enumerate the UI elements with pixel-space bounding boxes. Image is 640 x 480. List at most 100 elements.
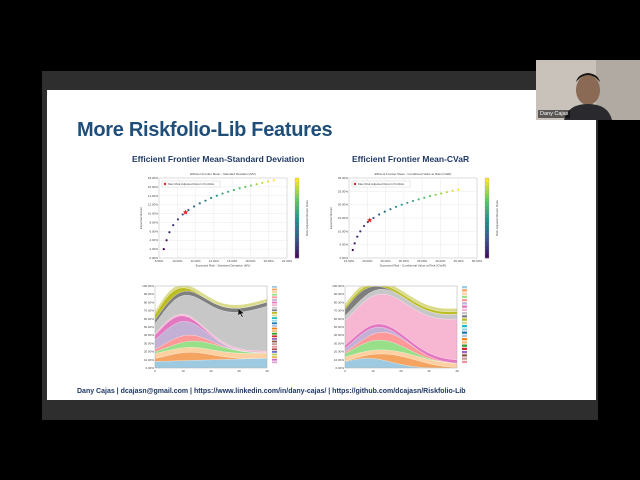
legend-swatch xyxy=(272,358,277,361)
x-tick-label: 30.00% xyxy=(399,259,410,263)
colorbar-segment xyxy=(485,254,489,259)
slide-title: More Riskfolio-Lib Features xyxy=(77,119,333,141)
legend-swatch xyxy=(272,361,277,364)
legend-swatch xyxy=(272,288,277,291)
y-tick-label: 6.00% xyxy=(149,229,158,233)
frontier-point xyxy=(353,242,356,245)
x-tick-label: 20 xyxy=(209,369,213,373)
y-tick-label: 25.00% xyxy=(338,189,349,193)
x-axis-label: Expected Risk - Conditional Value at Ris… xyxy=(380,264,446,268)
frontier-point xyxy=(215,194,218,197)
frontier-point xyxy=(389,208,392,211)
frontier-point xyxy=(249,184,253,187)
y-tick-label: 10.00% xyxy=(144,358,155,362)
x-tick-label: 20.00% xyxy=(362,259,373,263)
legend-swatch xyxy=(462,299,467,302)
frontier-point xyxy=(411,199,415,203)
webcam-tile[interactable]: Dany Cajas xyxy=(536,60,640,120)
colorbar-segment xyxy=(295,242,299,247)
left-panel-title: Efficient Frontier Mean-Standard Deviati… xyxy=(132,154,305,164)
frontier-point xyxy=(172,224,175,227)
frontier-point xyxy=(165,239,168,242)
x-tick-label: 50.00% xyxy=(472,259,483,263)
x-tick-label: 40.00% xyxy=(435,259,446,263)
legend-swatch xyxy=(462,302,467,305)
y-tick-label: 10.00% xyxy=(334,358,345,362)
x-tick-label: 25.00% xyxy=(380,259,391,263)
colorbar-segment xyxy=(295,246,299,251)
x-tick-label: 35.00% xyxy=(417,259,428,263)
colorbar-segment xyxy=(295,254,299,259)
colorbar-label: Risk Adjusted Return Ratio xyxy=(495,200,499,236)
colorbar-segment xyxy=(485,198,489,203)
legend-swatch xyxy=(462,286,467,289)
x-tick-label: 40 xyxy=(265,369,269,373)
y-tick-label: 4.00% xyxy=(149,238,158,242)
frontier-point xyxy=(266,180,270,183)
x-tick-label: 20.00% xyxy=(264,259,275,263)
legend-swatch xyxy=(462,331,467,334)
legend-swatch xyxy=(462,338,467,341)
y-tick-label: 8.00% xyxy=(149,220,158,224)
colorbar-segment xyxy=(485,194,489,199)
x-tick-label: 22.00% xyxy=(282,259,293,263)
legend-swatch xyxy=(462,344,467,347)
y-tick-label: 20.00% xyxy=(144,350,155,354)
frontier-point xyxy=(423,196,426,199)
colorbar-segment xyxy=(485,230,489,235)
legend-swatch xyxy=(272,338,277,340)
colorbar-segment xyxy=(295,206,299,211)
colorbar-segment xyxy=(485,242,489,247)
frontier-point xyxy=(457,188,460,191)
colorbar-segment xyxy=(485,222,489,227)
frontier-point xyxy=(400,203,403,206)
x-axis-label: Expected Risk - Standard Deviation (MV) xyxy=(196,264,251,268)
colorbar-segment xyxy=(295,226,299,231)
participant-name: Dany Cajas xyxy=(538,110,571,118)
frontier-point xyxy=(428,195,432,198)
y-tick-label: 70.00% xyxy=(144,309,155,313)
frontier-point xyxy=(440,192,443,195)
y-tick-label: 5.00% xyxy=(339,243,348,247)
y-tick-label: 100.00% xyxy=(332,284,344,288)
x-tick-label: 16.00% xyxy=(227,259,238,263)
legend-swatch xyxy=(272,286,277,288)
legend-box xyxy=(161,180,221,188)
x-tick-label: 0 xyxy=(154,369,156,373)
colorbar-segment xyxy=(485,246,489,251)
legend-swatch xyxy=(272,309,277,312)
frontier-std-svg: Efficient Frontier Mean - Standard Devia… xyxy=(139,172,309,268)
frontier-point xyxy=(192,205,196,208)
y-tick-label: 14.00% xyxy=(148,194,159,198)
colorbar-segment xyxy=(295,222,299,227)
chart-title: Efficient Frontier Mean - Conditional Va… xyxy=(375,172,452,176)
y-tick-label: 40.00% xyxy=(144,333,155,337)
y-tick-label: 20.00% xyxy=(334,350,345,354)
plot-area xyxy=(344,285,458,369)
x-tick-label: 30 xyxy=(427,369,431,373)
frontier-point xyxy=(238,187,241,190)
plot-area xyxy=(158,177,288,259)
legend-swatch xyxy=(462,360,467,364)
legend-swatch xyxy=(462,289,467,292)
legend-box xyxy=(351,180,411,188)
max-sharpe-star xyxy=(367,217,373,223)
y-tick-label: 0.00% xyxy=(339,256,348,260)
legend-swatch xyxy=(272,317,277,320)
colorbar-segment xyxy=(295,214,299,219)
legend-swatch xyxy=(272,314,277,317)
y-tick-label: 30.00% xyxy=(338,176,349,180)
legend-swatch xyxy=(272,340,277,343)
legend-swatch xyxy=(272,312,277,314)
colorbar-segment xyxy=(485,206,489,211)
y-tick-label: 90.00% xyxy=(144,292,155,296)
legend-swatch xyxy=(462,318,467,321)
frontier-point xyxy=(187,208,190,212)
frontier-point xyxy=(198,202,201,205)
frontier-point xyxy=(272,179,275,182)
colorbar-segment xyxy=(295,234,299,239)
frontier-point xyxy=(406,201,409,204)
legend-swatch xyxy=(272,343,277,346)
frontier-point xyxy=(394,205,398,208)
